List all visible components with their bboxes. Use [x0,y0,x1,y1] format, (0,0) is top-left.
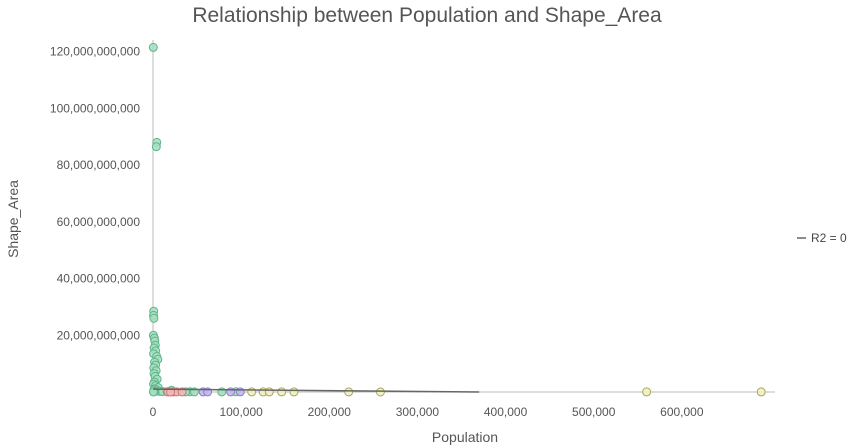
x-tick-label: 100,000 [219,405,263,419]
y-tick-label: 100,000,000,000 [50,101,140,115]
y-tick-label: 20,000,000,000 [57,328,141,342]
data-point[interactable] [151,142,161,152]
y-tick-label: 80,000,000,000 [57,158,141,172]
trendline [152,388,480,393]
x-tick-label: 400,000 [484,405,528,419]
data-point[interactable] [375,387,385,397]
y-tick-label: 40,000,000,000 [57,272,141,286]
legend[interactable]: R2 = 0 [797,231,847,245]
data-point[interactable] [149,313,159,323]
y-axis-title: Shape_Area [5,180,21,258]
axes [152,40,775,393]
data-point[interactable] [289,387,299,397]
data-point[interactable] [344,387,354,397]
data-point[interactable] [247,387,257,397]
data-points [148,42,766,397]
x-axis-title: Population [432,429,498,445]
data-point[interactable] [235,387,245,397]
x-tick-label: 0 [150,405,157,419]
x-tick-labels: 0 100,000 200,000 300,000 400,000 500,000 600,… [150,405,704,419]
x-tick-label: 500,000 [572,405,616,419]
data-point[interactable] [756,387,766,397]
y-tick-label: 60,000,000,000 [57,215,141,229]
data-point[interactable] [277,387,287,397]
data-point[interactable] [642,387,652,397]
legend-label: R2 = 0 [811,231,847,245]
chart-title: Relationship between Population and Shap… [192,4,662,27]
x-tick-label: 200,000 [308,405,352,419]
data-point[interactable] [148,42,158,52]
data-point[interactable] [264,387,274,397]
x-tick-label: 300,000 [396,405,440,419]
y-tick-label: 120,000,000,000 [50,45,140,59]
trendline-group [152,388,480,393]
y-tick-labels: 20,000,000,000 40,000,000,000 60,000,000,0… [50,45,140,343]
x-tick-label: 600,000 [660,405,704,419]
